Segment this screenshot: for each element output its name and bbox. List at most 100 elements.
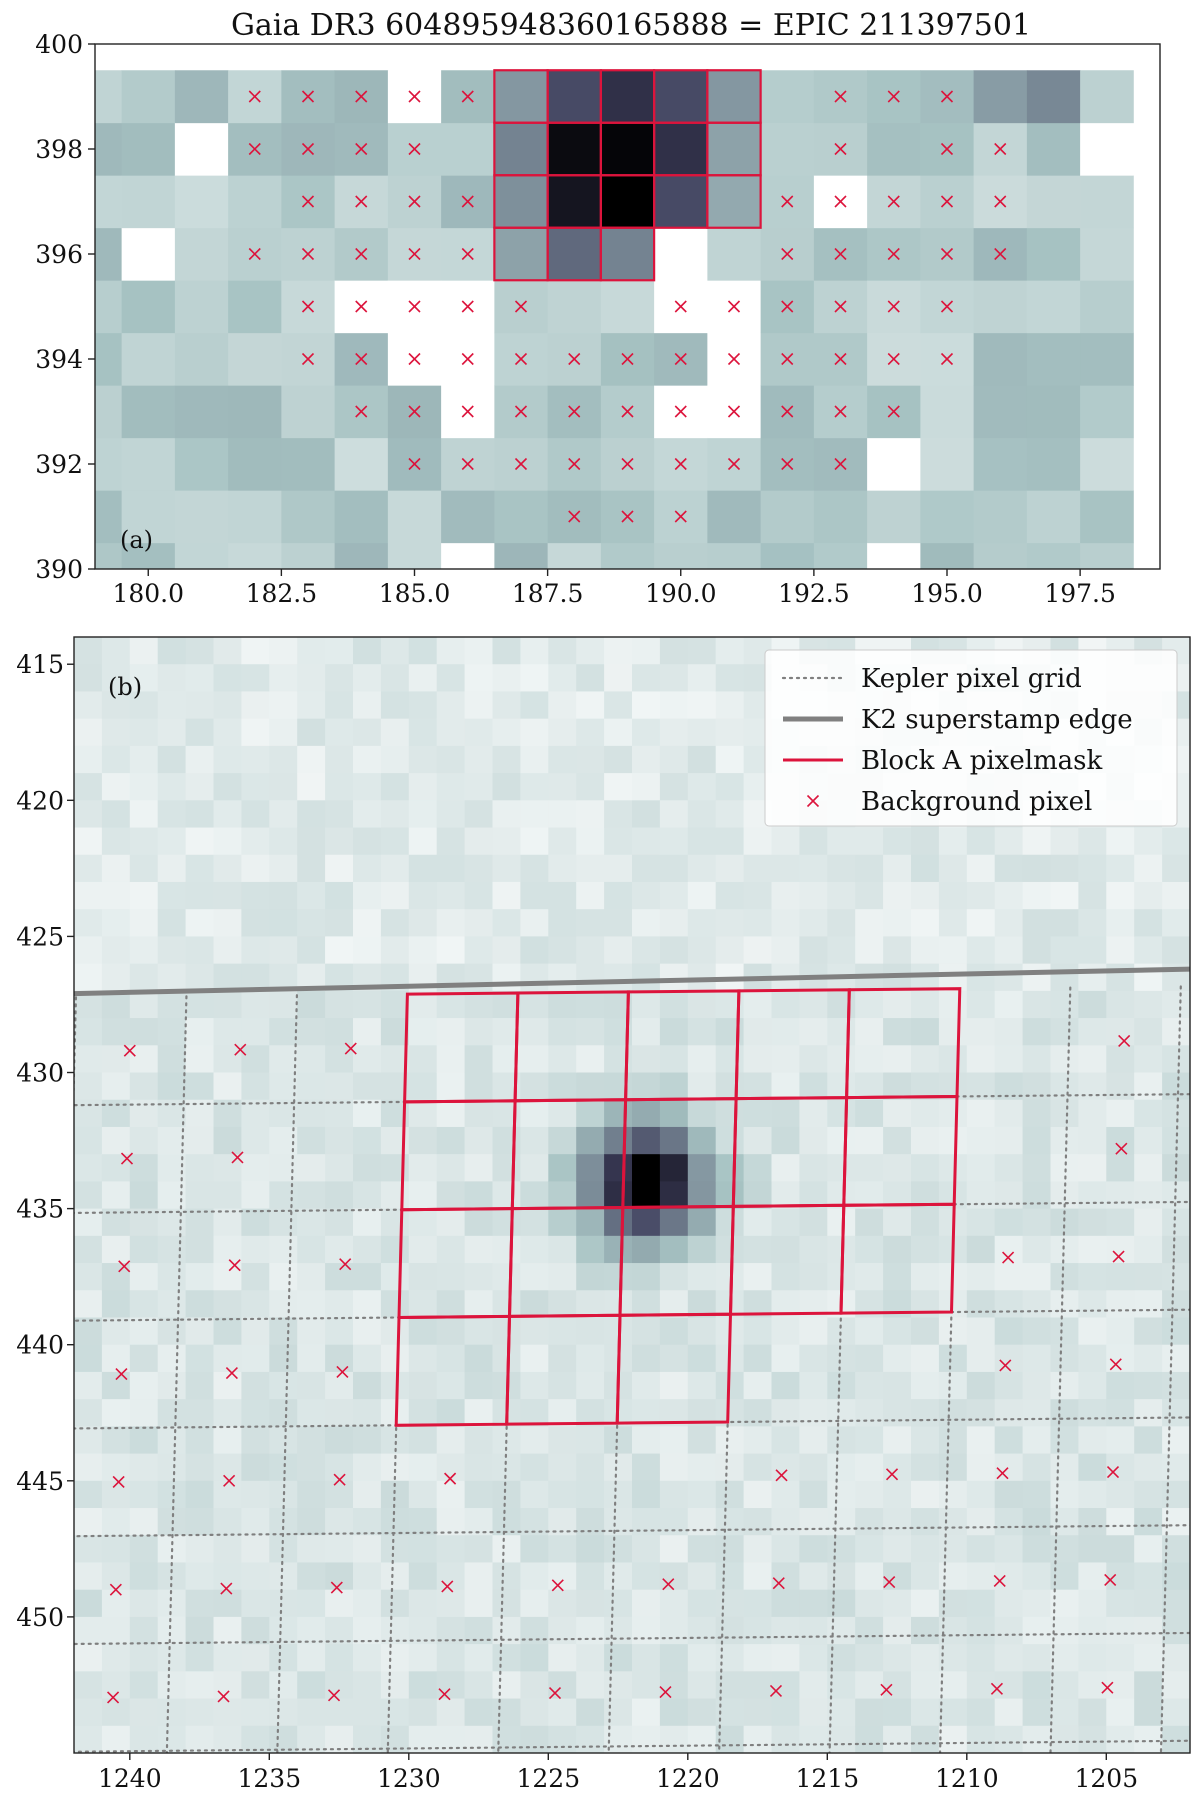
pixel-cell — [576, 909, 605, 937]
pixel-cell — [269, 637, 298, 665]
pixel-cell — [213, 881, 242, 910]
pixel-cell — [1026, 437, 1081, 491]
pixel-cell — [241, 1644, 270, 1672]
pixel-cell — [1022, 827, 1051, 856]
pixel-cell — [101, 1371, 131, 1400]
pixel-cell — [1022, 1698, 1051, 1727]
pixel-cell — [632, 664, 661, 692]
pixel-cell — [760, 70, 815, 124]
pixel-cell — [213, 1562, 242, 1591]
pixel-cell — [576, 1317, 605, 1346]
pixel-cell — [436, 691, 466, 720]
pixel-cell — [966, 1453, 996, 1482]
pixel-cell — [827, 1099, 856, 1128]
pixel-cell — [185, 1072, 214, 1101]
background-pixel-marker — [781, 352, 794, 366]
background-pixel-marker — [461, 300, 474, 313]
pixel-cell — [121, 542, 176, 570]
background-pixel-marker — [514, 405, 528, 418]
pixel-cell — [129, 1508, 159, 1536]
pixel-cell — [883, 1154, 912, 1182]
pixel-cell — [576, 1181, 605, 1210]
pixel-cell — [855, 1589, 884, 1618]
y-tick-label: 394 — [35, 345, 83, 374]
pixel-cell — [269, 1453, 298, 1482]
pixel-cell — [966, 1616, 996, 1645]
pixel-cell — [715, 1154, 745, 1182]
background-pixel-marker — [674, 405, 687, 418]
pixel-cell — [174, 385, 229, 439]
background-pixel-marker — [408, 352, 421, 366]
pixel-cell — [185, 1018, 214, 1046]
pixel-cell — [492, 1099, 521, 1128]
pixel-cell — [213, 1589, 242, 1618]
pixel-cell — [464, 745, 493, 774]
pixel-cell — [297, 664, 326, 692]
pixel-cell — [325, 637, 354, 665]
pixel-cell — [548, 936, 577, 965]
background-pixel-marker — [461, 457, 474, 471]
pixel-cell — [966, 854, 996, 883]
pixel-cell — [1078, 1480, 1107, 1509]
pixel-cell — [966, 909, 996, 937]
pixel-cell — [576, 745, 605, 774]
pixel-cell — [743, 1562, 772, 1591]
pixel-cell — [855, 881, 884, 910]
pixel-cell — [604, 909, 633, 937]
pixel-cell — [883, 1208, 912, 1237]
pixel-cell — [1106, 1535, 1135, 1563]
pixel-cell — [994, 1725, 1024, 1753]
pixel-cell — [547, 280, 602, 334]
pixel-cell — [408, 718, 438, 747]
pixel-cell — [241, 1154, 270, 1182]
pixel-cell — [604, 691, 633, 720]
pixel-cell — [174, 175, 229, 229]
pixel-cell — [157, 1290, 187, 1318]
pixel-cell — [632, 691, 661, 720]
pixel-cell — [436, 637, 466, 665]
pixel-cell — [464, 1671, 493, 1700]
pixel-cell — [743, 1671, 772, 1700]
pixel-cell — [1022, 1671, 1051, 1700]
pixel-cell — [95, 175, 123, 229]
pixel-cell — [380, 1235, 410, 1264]
pixel-cell — [157, 1045, 187, 1074]
pixel-cell — [213, 827, 242, 856]
pixel-cell — [799, 1018, 828, 1046]
pixel-cell — [576, 718, 605, 747]
pixel-cell — [74, 745, 103, 774]
pixel-cell — [380, 881, 410, 910]
pixel-cell — [408, 909, 438, 937]
pixel-cell — [436, 1018, 466, 1046]
pixel-cell — [228, 542, 282, 570]
pixel-cell — [325, 1317, 354, 1346]
pixel-cell — [1162, 1725, 1190, 1753]
pixel-cell — [548, 718, 577, 747]
pixel-cell — [185, 1208, 214, 1237]
pixel-cell — [632, 1154, 661, 1182]
pixel-cell — [380, 1344, 410, 1373]
pixel-cell — [659, 990, 689, 1019]
pixel-cell — [101, 1725, 131, 1753]
pixel-cell — [920, 437, 975, 491]
background-pixel-marker — [775, 1469, 788, 1482]
pixel-cell — [1078, 827, 1107, 856]
background-pixel-marker — [408, 300, 421, 313]
pixel-cell — [325, 1018, 354, 1046]
pixel-cell — [185, 990, 214, 1019]
pixel-cell — [436, 881, 466, 910]
pixel-cell — [548, 909, 577, 937]
legend-label: Block A pixelmask — [861, 746, 1103, 776]
pixel-cell — [715, 1535, 745, 1563]
pixel-cell — [1106, 1263, 1135, 1291]
pixel-cell — [408, 827, 438, 856]
background-pixel-marker — [834, 352, 847, 366]
pixel-cell — [867, 437, 921, 491]
pixel-cell — [297, 1235, 326, 1264]
background-pixel-marker — [568, 510, 581, 523]
pixel-cell — [827, 1453, 856, 1482]
background-pixel-marker — [339, 1258, 352, 1271]
pixel-cell — [938, 1508, 968, 1536]
pixel-cell — [938, 1154, 968, 1182]
pixel-cell — [269, 909, 298, 937]
